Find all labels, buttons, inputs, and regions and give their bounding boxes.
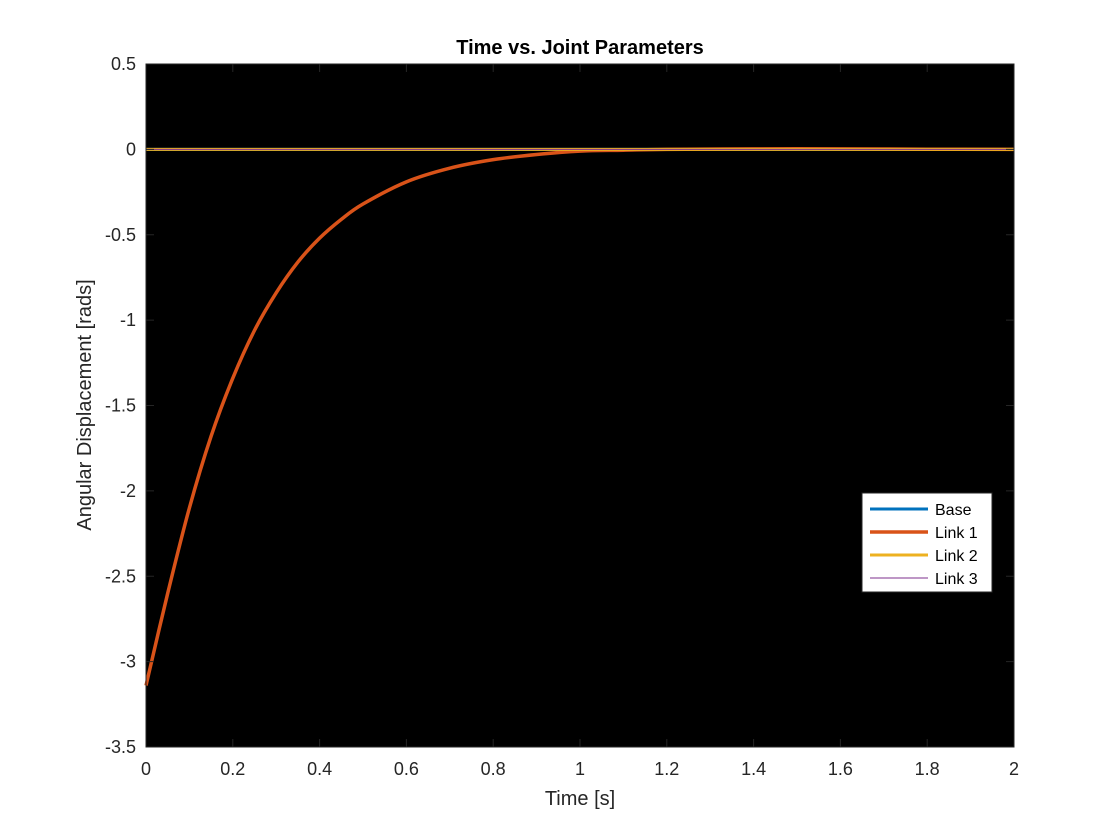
y-axis-label: Angular Displacement [rads] xyxy=(74,279,96,530)
x-tick-label: 0.6 xyxy=(394,759,419,779)
y-tick-label: 0.5 xyxy=(111,54,136,74)
y-tick-label: -3 xyxy=(120,652,136,672)
x-tick-label: 2 xyxy=(1009,759,1019,779)
y-tick-label: -2 xyxy=(120,481,136,501)
series-layer xyxy=(144,147,1015,686)
legend-label: Link 1 xyxy=(935,525,978,542)
legend: Base Link 1 Link 2 Link 3 xyxy=(861,492,993,593)
y-tick-label: -2.5 xyxy=(105,566,136,586)
chart-title: Time vs. Joint Parameters xyxy=(456,37,704,59)
legend-label: Base xyxy=(935,502,972,519)
y-tick-label: -1.5 xyxy=(105,396,136,416)
legend-label: Link 2 xyxy=(935,548,978,565)
x-axis-label: Time [s] xyxy=(545,788,615,810)
legend-label: Link 3 xyxy=(935,571,978,588)
x-tick-label: 0.4 xyxy=(307,759,332,779)
y-tick-label: -0.5 xyxy=(105,225,136,245)
y-tick-label: -1 xyxy=(120,310,136,330)
x-tick-label: 1 xyxy=(575,759,585,779)
y-tick-label: -3.5 xyxy=(105,737,136,757)
x-tick-label: 0.8 xyxy=(481,759,506,779)
x-tick-label: 0.2 xyxy=(220,759,245,779)
plot-area xyxy=(146,64,1014,747)
x-tick-label: 1.6 xyxy=(828,759,853,779)
legend-entries: Base Link 1 Link 2 Link 3 xyxy=(870,502,978,588)
x-tick-label: 1.2 xyxy=(654,759,679,779)
x-tick-label: 1.8 xyxy=(915,759,940,779)
x-tick-label: 1.4 xyxy=(741,759,766,779)
y-tick-label: 0 xyxy=(126,139,136,159)
ticks-layer: 0 0.2 0.4 0.6 0.8 1 1.2 1.4 1.6 1.8 2 0.5 0 -0.5 -1 -1.… xyxy=(105,54,1019,779)
x-tick-label: 0 xyxy=(141,759,151,779)
